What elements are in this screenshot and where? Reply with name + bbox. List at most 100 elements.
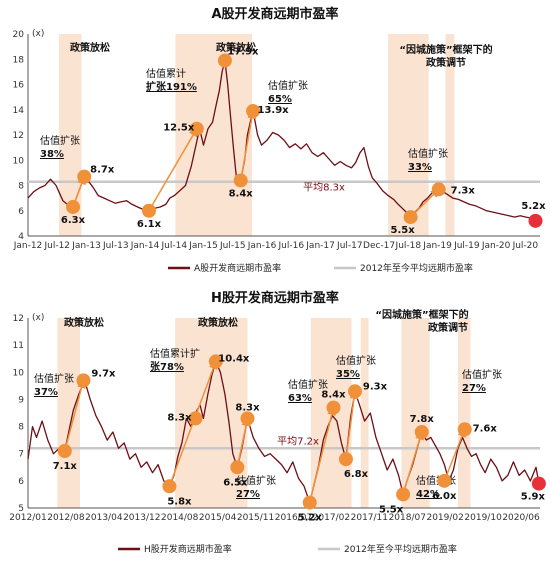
x-tick-label: Jan-14 [130, 241, 160, 251]
expansion-label: 估值累计 [146, 67, 186, 80]
x-tick-label: Jan-16 [247, 241, 277, 251]
y-tick-label: 16 [13, 81, 25, 91]
policy-shade-band [445, 34, 455, 236]
pe-marker-dot [414, 425, 429, 439]
expansion-percent: 张78% [150, 360, 184, 373]
x-tick-label: Jan-17 [305, 241, 335, 251]
expansion-arrow [309, 406, 337, 503]
average-label-value: 7.2x [297, 436, 319, 447]
pe-marker-label: 13.9x [257, 105, 289, 116]
pe-marker-dot [240, 411, 255, 426]
pe-marker-label: 8.4x [321, 390, 346, 401]
pe-marker-dot [338, 452, 353, 467]
pe-marker-label: 5.2x [298, 513, 323, 524]
policy-shade-band [457, 318, 471, 508]
pe-marker-label: 12.5x [163, 123, 195, 134]
x-tick-label: 2015/11 [237, 513, 274, 523]
pe-marker-dot [57, 444, 72, 458]
expansion-percent: 38% [40, 149, 64, 160]
pe-marker-dot [348, 384, 363, 399]
expansion-percent: 27% [462, 383, 486, 394]
y-tick-label: 5 [18, 504, 24, 514]
policy-period-label: 政策调节 [426, 56, 466, 69]
x-tick-label: Jul-15 [219, 241, 246, 251]
pe-marker-label: 8.4x [229, 188, 254, 199]
pe-marker-dot [162, 479, 177, 494]
pe-marker-label: 7.8x [410, 414, 435, 425]
policy-shade-band [58, 34, 82, 236]
x-tick-label: 2017/11 [351, 513, 388, 523]
policy-shade-band [175, 34, 252, 236]
pe-marker-dot [246, 104, 261, 119]
chart-panel-a: A股开发商远期市盈率 4 6 8 10 12 14 16 18 20 (x) Jan-12 Jul-1… [0, 0, 550, 284]
x-tick-label: 2018/07 [389, 513, 426, 523]
expansion-label: 估值累计扩 [150, 347, 200, 360]
y-tick-label: 10 [13, 156, 25, 166]
y-unit-label: (x) [32, 313, 44, 323]
expansion-percent: 35% [336, 369, 360, 380]
pe-marker-dot [188, 411, 203, 426]
pe-marker-dot [457, 422, 472, 437]
pe-marker-label: 7.1x [53, 461, 78, 472]
x-tick-label: 2019/10 [464, 513, 502, 523]
average-label-word: 平均 [277, 435, 297, 447]
pe-marker-dot [403, 210, 418, 225]
x-tick-label: Jul-14 [161, 241, 188, 251]
y-tick-label: 4 [18, 232, 24, 242]
pe-marker-dot [230, 460, 245, 475]
pe-marker-dot [302, 495, 317, 510]
y-tick-label: 7 [18, 450, 24, 460]
pe-marker-dot [77, 169, 92, 184]
x-tick-label: Jul-12 [43, 241, 70, 251]
chart-title-h: H股开发商远期市盈率 [211, 291, 339, 306]
pe-marker-label: 8.7x [90, 165, 115, 176]
y-tick-label: 6 [18, 477, 24, 487]
expansion-arrow [148, 127, 198, 212]
legend-label-average: 2012年至今平均远期市盈率 [344, 543, 457, 555]
expansion-label: 估值扩张 [236, 474, 276, 487]
expansion-arrow [64, 378, 86, 452]
legend-label-series: H股开发商远期市盈率 [144, 543, 232, 555]
x-tick-label: 2020/06 [502, 513, 540, 523]
expansion-label: 估值扩张 [34, 372, 74, 385]
x-tick-label: Jul-20 [512, 241, 539, 251]
pe-marker-dot [431, 182, 446, 197]
y-tick-label: 18 [13, 55, 25, 65]
expansion-label: 估值扩张 [408, 147, 448, 160]
policy-shade-band [57, 318, 81, 508]
expansion-arrow [236, 416, 251, 468]
x-tick-label: Jul-16 [278, 241, 305, 251]
y-tick-label: 12 [13, 314, 24, 324]
pe-marker-dot [217, 53, 232, 68]
expansion-arrow [402, 430, 424, 495]
y-tick-label: 6 [18, 207, 24, 217]
policy-period-label: 政策放松 [70, 41, 110, 54]
expansion-label: 估值扩张 [40, 134, 80, 147]
policy-period-label: “因城施策”框架下的 [375, 308, 468, 321]
pe-marker-dot [326, 400, 341, 415]
legend-label-average: 2012年至今平均远期市盈率 [360, 262, 473, 274]
x-tick-label: Jul-18 [395, 241, 422, 251]
x-tick-label: 2015/04 [199, 513, 237, 523]
x-tick-label: 2019/02 [426, 513, 463, 523]
x-tick-label: Jan-13 [71, 241, 101, 251]
pe-marker-dot [208, 354, 223, 369]
expansion-label: 估值扩张 [288, 378, 328, 391]
expansion-arrow [345, 389, 359, 460]
y-tick-label: 11 [13, 341, 24, 351]
pe-marker-label: 6.3x [61, 215, 86, 226]
pe-marker-dot [396, 487, 411, 502]
pe-marker-label: 5.5x [379, 504, 404, 515]
expansion-percent: 27% [236, 489, 260, 500]
x-tick-label: Jan-20 [481, 241, 511, 251]
x-tick-label: Jan-15 [188, 241, 218, 251]
y-tick-label: 20 [13, 30, 25, 40]
latest-pe-label: 5.2x [521, 201, 546, 212]
average-label: 平均7.2x [277, 435, 319, 447]
expansion-percent: 63% [288, 393, 312, 404]
latest-pe-label: 5.9x [521, 492, 546, 503]
x-tick-label: 2012/01 [9, 513, 46, 523]
pe-marker-label: 8.3x [167, 412, 192, 423]
y-tick-label: 14 [13, 106, 25, 116]
